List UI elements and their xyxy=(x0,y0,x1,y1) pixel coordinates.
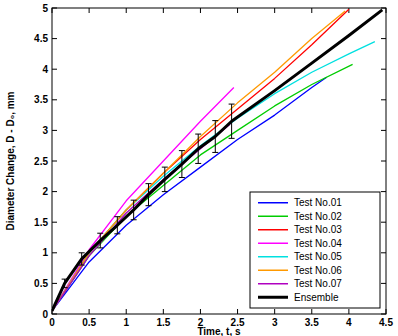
y-tick xyxy=(52,38,57,39)
y-tick-label: 0.5 xyxy=(34,278,48,289)
x-tick xyxy=(274,309,275,314)
x-tick-label: 1.5 xyxy=(156,317,170,328)
y-tick-label: 0 xyxy=(42,309,48,320)
legend-label: Test No.03 xyxy=(294,224,342,235)
x-tick-label: 1 xyxy=(123,317,129,328)
error-bar xyxy=(179,151,185,178)
error-bar xyxy=(62,279,68,288)
y-tick xyxy=(52,222,57,223)
legend-label: Test No.01 xyxy=(294,197,342,208)
legend-label: Test No.07 xyxy=(294,278,342,289)
error-bar xyxy=(229,104,235,138)
x-tick-label: 4 xyxy=(346,317,352,328)
plot-marks xyxy=(52,9,382,311)
error-bar xyxy=(162,167,168,191)
y-tick-label: 3.5 xyxy=(34,94,48,105)
x-tick-label: 3.5 xyxy=(305,317,319,328)
x-tick-top xyxy=(163,8,164,13)
y-tick-right xyxy=(381,191,386,192)
error-bar xyxy=(212,121,218,153)
x-tick xyxy=(200,309,201,314)
legend-swatch xyxy=(258,229,288,231)
y-tick-label: 4.5 xyxy=(34,33,48,44)
x-axis-label: Time, t, s xyxy=(197,326,241,336)
series-line xyxy=(52,11,345,311)
x-tick-label: 3 xyxy=(272,317,278,328)
y-tick-right xyxy=(381,38,386,39)
y-tick-right xyxy=(381,283,386,284)
x-tick-top xyxy=(274,8,275,13)
error-bar xyxy=(195,134,201,163)
plot-area xyxy=(52,8,386,314)
y-tick-right xyxy=(381,252,386,253)
error-bar xyxy=(114,217,120,234)
series-line xyxy=(52,10,382,311)
x-tick-label: 0.5 xyxy=(82,317,96,328)
x-tick-top xyxy=(200,8,201,13)
y-tick-label: 2 xyxy=(42,186,48,197)
error-bar xyxy=(79,253,85,265)
x-tick-top xyxy=(126,8,127,13)
series-line xyxy=(52,9,349,311)
y-tick-label: 1 xyxy=(42,247,48,258)
y-tick xyxy=(52,130,57,131)
y-tick-right xyxy=(381,99,386,100)
x-tick-label: 4.5 xyxy=(379,317,393,328)
legend-swatch xyxy=(258,283,288,285)
legend-swatch xyxy=(258,202,288,204)
y-tick-label: 3 xyxy=(42,125,48,136)
x-tick xyxy=(311,309,312,314)
y-tick xyxy=(52,99,57,100)
legend-label: Test No.02 xyxy=(294,211,342,222)
legend-label: Test No.05 xyxy=(294,251,342,262)
x-tick-label: 0 xyxy=(49,317,55,328)
x-tick xyxy=(237,309,238,314)
y-tick-right xyxy=(381,222,386,223)
y-tick xyxy=(52,252,57,253)
legend-swatch xyxy=(258,296,288,299)
series-line xyxy=(52,64,353,311)
series-line xyxy=(52,42,375,311)
error-bar xyxy=(131,200,137,220)
x-tick-top xyxy=(89,8,90,13)
legend-swatch xyxy=(258,256,288,258)
error-bar xyxy=(97,233,103,248)
x-tick-top xyxy=(348,8,349,13)
x-tick xyxy=(89,309,90,314)
y-tick-right xyxy=(381,130,386,131)
y-tick-label: 1.5 xyxy=(34,217,48,228)
chart: 00.511.522.533.544.500.511.522.533.544.5… xyxy=(0,0,398,336)
legend: Test No.01 Test No.02 Test No.03 Test No.04… xyxy=(250,192,380,308)
x-tick-top xyxy=(237,8,238,13)
legend-label: Test No.06 xyxy=(294,265,342,276)
y-tick xyxy=(52,69,57,70)
x-tick xyxy=(126,309,127,314)
legend-swatch xyxy=(258,243,288,245)
y-axis-label: Diameter Change, D - D₀, mm xyxy=(5,91,16,230)
y-tick-right xyxy=(381,69,386,70)
legend-box xyxy=(250,192,380,308)
background xyxy=(0,0,398,336)
y-tick xyxy=(52,283,57,284)
plot-frame xyxy=(52,8,386,314)
y-tick xyxy=(52,161,57,162)
y-tick-label: 4 xyxy=(42,64,48,75)
x-tick xyxy=(163,309,164,314)
error-bar xyxy=(145,184,151,206)
y-tick xyxy=(52,191,57,192)
legend-swatch xyxy=(258,270,288,272)
y-tick-label: 5 xyxy=(42,3,48,14)
series-line xyxy=(52,124,230,311)
x-tick xyxy=(348,309,349,314)
y-tick-label: 2.5 xyxy=(34,156,48,167)
legend-label: Test No.04 xyxy=(294,238,342,249)
legend-label: Ensemble xyxy=(294,292,339,303)
y-tick-right xyxy=(381,161,386,162)
legend-swatch xyxy=(258,216,288,218)
x-tick-top xyxy=(311,8,312,13)
